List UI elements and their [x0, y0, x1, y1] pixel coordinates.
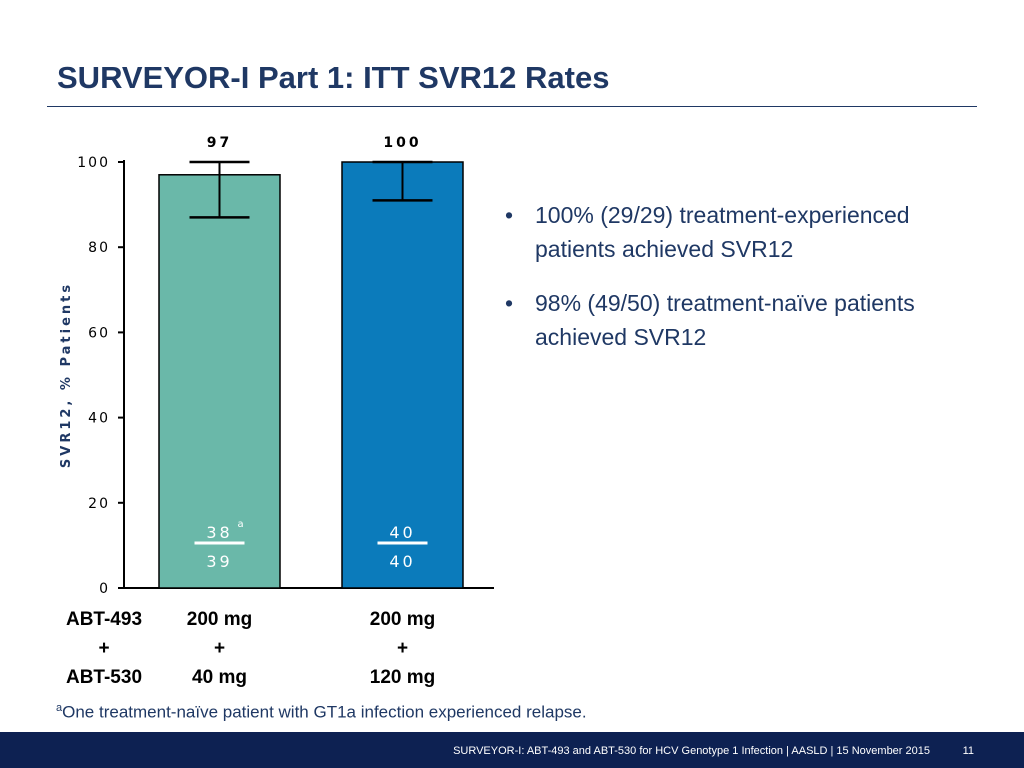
y-tick-label: 80 [88, 240, 110, 256]
y-tick-label: 20 [88, 496, 110, 512]
title-divider [47, 106, 977, 107]
bar-fraction-numerator: 40 [389, 523, 415, 542]
footnote: aOne treatment-naïve patient with GT1a i… [56, 702, 587, 723]
footer-bar: SURVEYOR-I: ABT-493 and ABT-530 for HCV … [0, 732, 1024, 768]
page-title: SURVEYOR-I Part 1: ITT SVR12 Rates [57, 60, 610, 95]
footnote-marker: a [56, 702, 63, 714]
y-tick-label: 40 [88, 411, 110, 427]
bullet-marker: • [505, 202, 514, 228]
bar-fraction-numerator: 38 [206, 523, 232, 542]
bar-category-label: 40 mg [192, 667, 247, 688]
row-header-label: ABT-493 [66, 609, 142, 630]
bar-category-label: 200 mg [370, 609, 435, 630]
bar-fraction-denominator: 40 [389, 552, 415, 571]
bar-category-label: + [214, 638, 225, 659]
bar-category-label: 120 mg [370, 667, 435, 688]
bullet-marker: • [505, 290, 514, 316]
bar-value-label: 100 [383, 135, 421, 151]
footnote-text: One treatment-naïve patient with GT1a in… [62, 702, 587, 722]
bullet-item: • 98% (49/50) treatment-naïve patients a… [505, 286, 995, 354]
bar-value-label: 97 [207, 135, 232, 151]
bullet-text: 100% (29/29) treatment-experienced patie… [535, 202, 910, 262]
y-tick-label: 0 [99, 581, 110, 597]
bar-fraction-superscript: a [238, 519, 244, 530]
svr12-bar-chart: SVR12, % Patients 0 20 40 60 80 100 97 38 a 39 200 … [59, 135, 494, 688]
bullet-text: 98% (49/50) treatment-naïve patients ach… [535, 290, 915, 350]
bar [341, 161, 464, 589]
bar-category-label: 200 mg [187, 609, 252, 630]
bar-fraction-denominator: 39 [206, 552, 232, 571]
bar-category-label: + [397, 638, 408, 659]
bar [158, 174, 281, 589]
y-tick-label: 60 [88, 325, 110, 341]
footer-text: SURVEYOR-I: ABT-493 and ABT-530 for HCV … [453, 745, 930, 757]
y-tick-label: 100 [77, 155, 110, 171]
bullet-item: • 100% (29/29) treatment-experienced pat… [505, 198, 995, 266]
row-header-label: + [98, 638, 109, 659]
bullet-list: • 100% (29/29) treatment-experienced pat… [505, 198, 995, 374]
page-number: 11 [962, 745, 974, 757]
row-header-label: ABT-530 [66, 667, 142, 688]
y-axis-label: SVR12, % Patients [59, 282, 74, 468]
